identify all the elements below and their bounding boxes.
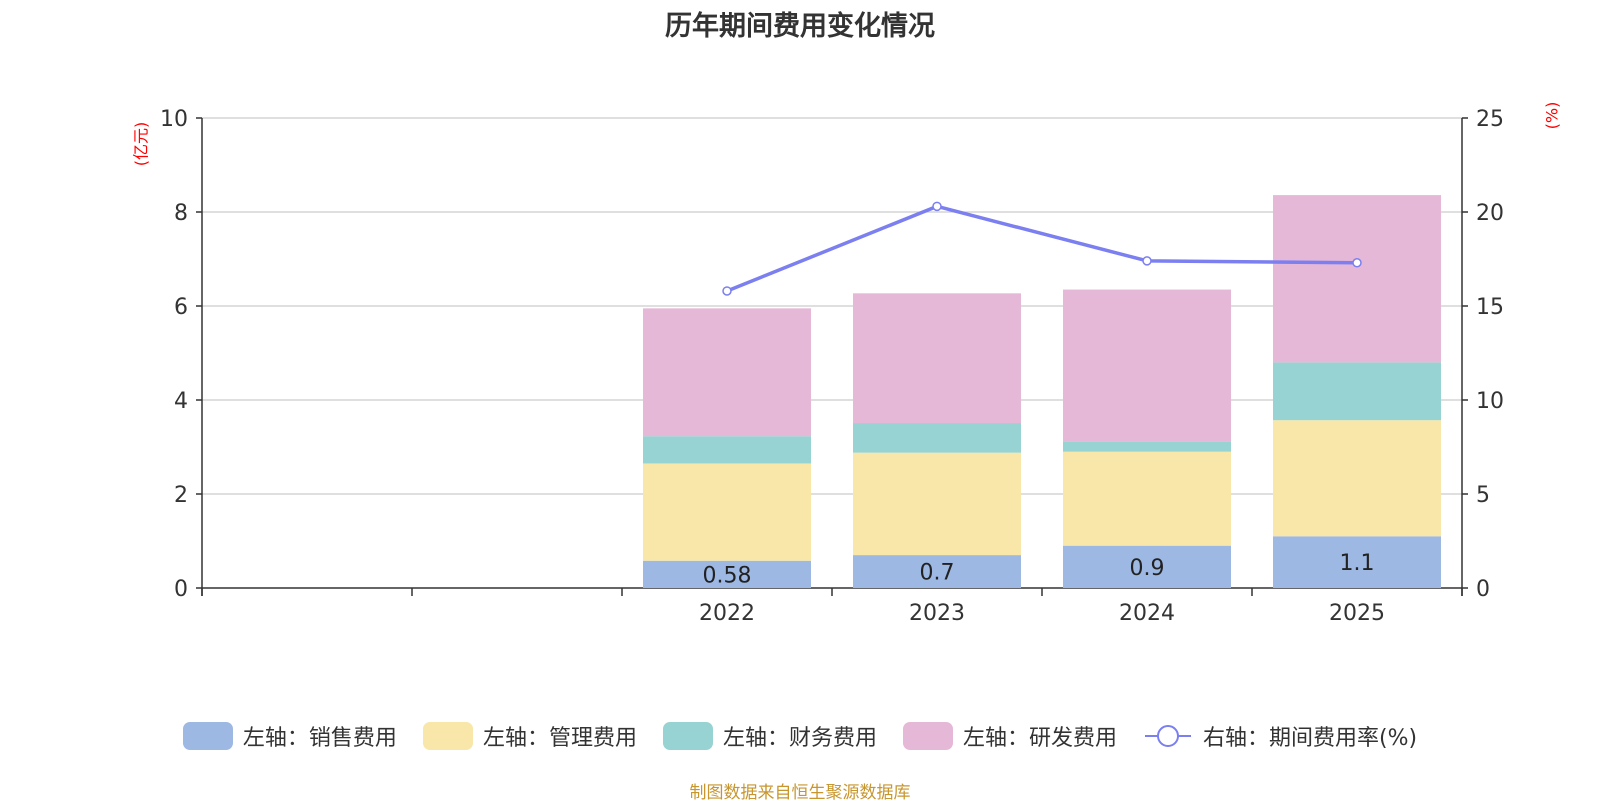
bar-segment <box>643 560 811 588</box>
legend-item-finance[interactable]: 左轴：财务费用 <box>662 720 877 752</box>
bar-segment <box>853 452 1021 556</box>
chart-title: 历年期间费用变化情况 <box>665 11 935 42</box>
legend-line-circle-icon <box>1144 725 1191 747</box>
legend-label-finance: 左轴：财务费用 <box>722 726 877 751</box>
legend: 左轴：销售费用 左轴：管理费用 左轴：财务费用 左轴：研发费用 右轴：期间费用率… <box>0 720 1600 752</box>
legend-label-rate: 右轴：期间费用率(%) <box>1202 726 1418 751</box>
bar-segment <box>1063 545 1231 588</box>
bar-segment <box>1273 195 1441 363</box>
bar-data-label: 1.1 <box>1340 551 1375 576</box>
right-tick-label: 5 <box>1476 483 1490 508</box>
bar-segment <box>1063 289 1231 442</box>
bar-segment <box>1063 441 1231 452</box>
x-tick-label: 2024 <box>1119 601 1175 626</box>
legend-swatch-sales <box>182 722 233 750</box>
rate-point <box>1142 256 1152 266</box>
left-tick-label: 4 <box>174 389 188 414</box>
rate-point <box>932 201 942 212</box>
x-tick-label: 2025 <box>1329 601 1385 626</box>
bar-data-label: 0.9 <box>1130 556 1165 581</box>
right-tick-label: 10 <box>1476 389 1504 414</box>
legend-swatch-finance <box>662 722 713 750</box>
legend-label-admin: 左轴：管理费用 <box>482 726 637 751</box>
right-tick-label: 25 <box>1476 107 1504 132</box>
legend-item-sales[interactable]: 左轴：销售费用 <box>182 720 397 752</box>
bar-segment <box>1273 420 1441 537</box>
bar-segment <box>643 463 811 561</box>
bar-segment <box>853 423 1021 453</box>
bar-segment <box>853 293 1021 424</box>
legend-item-rate[interactable]: 右轴：期间费用率(%) <box>1143 720 1417 752</box>
left-tick-label: 2 <box>174 483 188 508</box>
right-tick-label: 0 <box>1476 577 1490 602</box>
rate-point <box>1352 258 1362 268</box>
bar-segment <box>1063 451 1231 546</box>
left-tick-label: 8 <box>174 201 188 226</box>
rate-point <box>722 286 732 296</box>
x-tick-label: 2022 <box>699 601 755 626</box>
legend-swatch-rnd <box>902 722 953 750</box>
bar-data-label: 0.58 <box>703 563 752 588</box>
legend-swatch-admin <box>422 722 473 750</box>
bar-segment <box>1273 362 1441 421</box>
bar-data-label: 0.7 <box>920 561 955 586</box>
data-source-note: 制图数据来自恒生聚源数据库 <box>689 783 911 803</box>
bar-segment <box>853 555 1021 588</box>
legend-item-rnd[interactable]: 左轴：研发费用 <box>902 720 1117 752</box>
left-tick-label: 6 <box>174 295 188 320</box>
rate-line <box>726 204 1358 293</box>
left-tick-label: 10 <box>160 107 188 132</box>
right-tick-label: 15 <box>1476 295 1504 320</box>
left-tick-label: 0 <box>174 577 188 602</box>
legend-label-sales: 左轴：销售费用 <box>242 726 397 751</box>
bar-segment <box>643 436 811 464</box>
x-tick-label: 2023 <box>909 601 965 626</box>
bar-segment <box>643 308 811 437</box>
bar-segment <box>1273 536 1441 588</box>
legend-label-rnd: 左轴：研发费用 <box>962 726 1117 751</box>
right-tick-label: 20 <box>1476 201 1504 226</box>
legend-item-admin[interactable]: 左轴：管理费用 <box>422 720 637 752</box>
